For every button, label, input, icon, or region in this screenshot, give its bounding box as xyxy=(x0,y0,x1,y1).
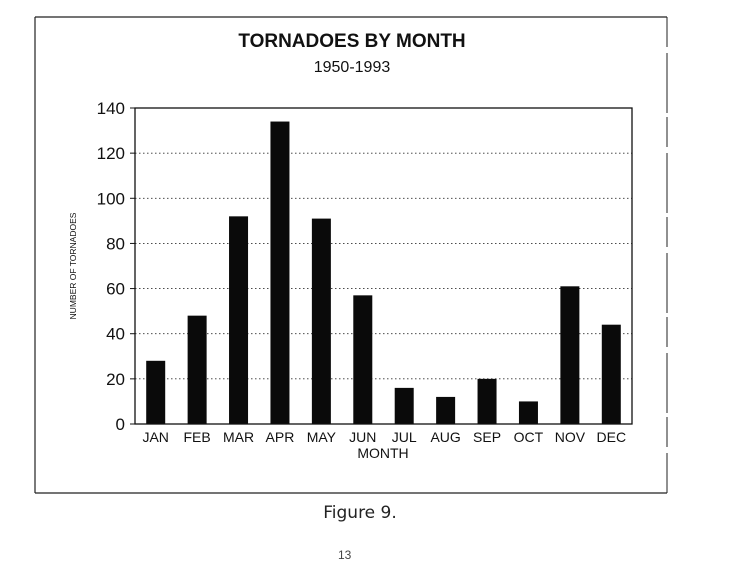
x-tick-label: JUL xyxy=(392,429,417,445)
bar-apr xyxy=(270,121,290,425)
x-tick-label: FEB xyxy=(184,429,211,445)
x-tick-label: MAY xyxy=(307,429,337,445)
y-axis-ticks: 0 20 40 60 80 100 120 140 xyxy=(97,99,135,434)
y-tick-label: 60 xyxy=(106,280,125,299)
bar-feb xyxy=(187,315,207,424)
x-axis-label: MONTH xyxy=(357,445,408,461)
y-tick-label: 100 xyxy=(97,189,125,208)
y-axis-label: NUMBER OF TORNADOES xyxy=(68,212,78,319)
x-tick-label: MAR xyxy=(223,429,254,445)
x-tick-label: APR xyxy=(266,429,295,445)
x-tick-label: JAN xyxy=(142,429,168,445)
y-tick-label: 40 xyxy=(106,325,125,344)
x-tick-label: JUN xyxy=(349,429,376,445)
bar-jul xyxy=(394,387,414,424)
bar-aug xyxy=(436,396,456,424)
chart-subtitle: 1950-1993 xyxy=(314,59,391,76)
y-tick-label: 140 xyxy=(97,99,125,118)
bars xyxy=(146,121,621,425)
y-tick-label: 80 xyxy=(106,234,125,253)
bar-dec xyxy=(601,324,621,424)
bar-jun xyxy=(353,295,373,424)
bar-nov xyxy=(560,286,580,424)
x-tick-label: DEC xyxy=(597,429,627,445)
bar-may xyxy=(311,218,331,424)
chart-title: TORNADOES BY MONTH xyxy=(238,31,465,52)
y-tick-label: 120 xyxy=(97,144,125,163)
bar-sep xyxy=(477,378,497,424)
figure-caption: Figure 9. xyxy=(323,503,397,523)
plot-area xyxy=(134,107,633,425)
y-tick-label: 20 xyxy=(106,370,125,389)
x-tick-label: AUG xyxy=(430,429,460,445)
bar-jan xyxy=(146,360,166,424)
bar-oct xyxy=(518,401,538,424)
x-axis-ticks: JAN FEB MAR APR MAY JUN JUL AUG SEP OCT NOV DEC xyxy=(142,429,626,445)
page-number: 13 xyxy=(338,548,352,562)
gridlines xyxy=(135,152,632,380)
x-tick-label: OCT xyxy=(514,429,544,445)
y-tick-label: 0 xyxy=(116,415,125,434)
x-tick-label: SEP xyxy=(473,429,501,445)
bar-mar xyxy=(229,216,249,424)
x-tick-label: NOV xyxy=(555,429,586,445)
